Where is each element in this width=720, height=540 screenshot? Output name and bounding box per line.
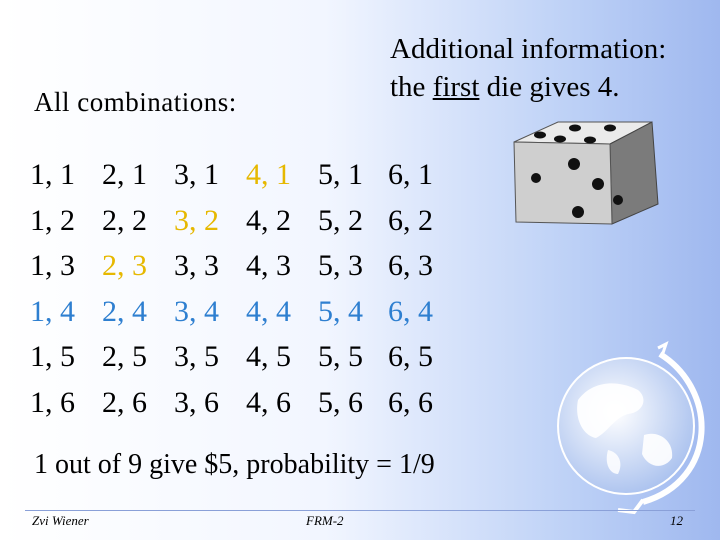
combination-column-6: 6, 1 6, 2 6, 3 6, 4 6, 5 6, 6 (388, 152, 433, 425)
combination-cell: 3, 5 (174, 340, 219, 373)
all-combinations-label: All combinations: (34, 87, 237, 117)
combination-cell: 4, 5 (246, 340, 291, 373)
combination-cell: 6, 6 (388, 385, 433, 419)
combination-cell: 2, 5 (102, 340, 147, 373)
combination-cell: 1, 3 (30, 249, 75, 282)
combination-cell: 3, 2 (174, 203, 219, 237)
combination-cell: 2, 6 (102, 385, 147, 419)
combination-cell: 5, 2 (318, 203, 363, 237)
combination-cell: 6, 2 (388, 203, 433, 237)
footer-page-number: 12 (670, 513, 683, 528)
combination-cell: 2, 4 (102, 294, 147, 328)
result-text: 1 out of 9 give $5, probability = 1/9 (34, 449, 435, 480)
combination-column-2: 2, 1 2, 2 2, 3 2, 4 2, 5 2, 6 (102, 152, 147, 425)
combination-cell: 4, 1 (246, 158, 291, 191)
footer-divider (25, 510, 695, 511)
combination-cell: 6, 4 (388, 294, 433, 328)
note-line-2: the first die gives 4. (390, 68, 666, 106)
combination-cell: 5, 3 (318, 249, 363, 282)
combination-cell: 6, 5 (388, 340, 433, 373)
combination-cell: 1, 4 (30, 294, 75, 328)
combination-cell: 1, 1 (30, 158, 75, 191)
combination-cell: 4, 6 (246, 385, 291, 419)
combination-column-5: 5, 1 5, 2 5, 3 5, 4 5, 5 5, 6 (318, 152, 363, 425)
combination-cell: 4, 2 (246, 203, 291, 237)
combination-cell: 1, 6 (30, 385, 75, 419)
combination-cell: 6, 3 (388, 249, 433, 282)
globe-icon (557, 341, 705, 515)
combination-cell: 3, 4 (174, 294, 219, 328)
combination-cell: 3, 3 (174, 249, 219, 282)
combination-cell: 5, 6 (318, 385, 363, 419)
note-emphasis: first (432, 71, 480, 103)
combination-cell: 3, 6 (174, 385, 219, 419)
additional-information-note: Additional information: the first die gi… (390, 30, 666, 106)
combination-cell: 5, 4 (318, 294, 363, 328)
note-line-1: Additional information: (390, 33, 667, 65)
combination-cell: 3, 1 (174, 158, 219, 191)
footer-course: FRM-2 (306, 513, 344, 528)
combination-cell: 6, 1 (388, 158, 433, 191)
combination-cell: 4, 4 (246, 294, 291, 328)
combination-column-1: 1, 1 1, 2 1, 3 1, 4 1, 5 1, 6 (30, 152, 75, 425)
combination-cell: 5, 5 (318, 340, 363, 373)
die-icon (513, 121, 659, 225)
combination-cell: 5, 1 (318, 158, 363, 191)
combination-cell: 2, 3 (102, 249, 147, 282)
combination-cell: 2, 2 (102, 203, 147, 237)
footer-author: Zvi Wiener (32, 513, 89, 528)
note-line-2-start: the (390, 71, 433, 103)
note-line-2-end: die gives 4. (479, 71, 620, 103)
combination-cell: 1, 5 (30, 340, 75, 373)
combination-cell: 2, 1 (102, 158, 147, 191)
combination-column-4: 4, 1 4, 2 4, 3 4, 4 4, 5 4, 6 (246, 152, 291, 425)
combination-cell: 4, 3 (246, 249, 291, 282)
combination-cell: 1, 2 (30, 203, 75, 237)
combination-column-3: 3, 1 3, 2 3, 3 3, 4 3, 5 3, 6 (174, 152, 219, 425)
